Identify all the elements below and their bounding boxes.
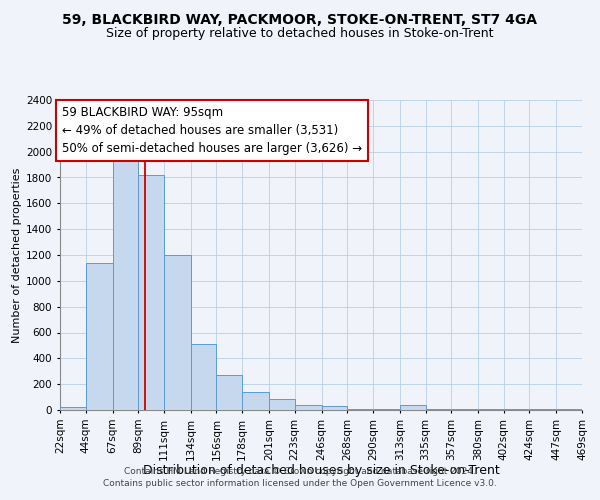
Bar (322, 406, 347, 410)
Text: 59 BLACKBIRD WAY: 95sqm
← 49% of detached houses are smaller (3,531)
50% of semi: 59 BLACKBIRD WAY: 95sqm ← 49% of detache… (62, 106, 362, 155)
Bar (347, 408, 373, 410)
Text: 59, BLACKBIRD WAY, PACKMOOR, STOKE-ON-TRENT, ST7 4GA: 59, BLACKBIRD WAY, PACKMOOR, STOKE-ON-TR… (62, 12, 538, 26)
Bar (400, 405, 425, 410)
X-axis label: Distribution of detached houses by size in Stoke-on-Trent: Distribution of detached houses by size … (143, 464, 499, 477)
Bar (217, 375, 242, 410)
Bar (113, 160, 138, 410)
Text: Contains HM Land Registry data © Crown copyright and database right 2024.
Contai: Contains HM Land Registry data © Crown c… (103, 466, 497, 487)
Bar (269, 399, 295, 410)
Bar (242, 392, 269, 410)
Bar (86, 262, 113, 410)
Bar (60, 407, 86, 410)
Bar (138, 175, 164, 410)
Bar (295, 405, 322, 410)
Bar (164, 255, 191, 410)
Y-axis label: Number of detached properties: Number of detached properties (12, 168, 22, 342)
Text: Size of property relative to detached houses in Stoke-on-Trent: Size of property relative to detached ho… (106, 28, 494, 40)
Bar (191, 344, 217, 410)
